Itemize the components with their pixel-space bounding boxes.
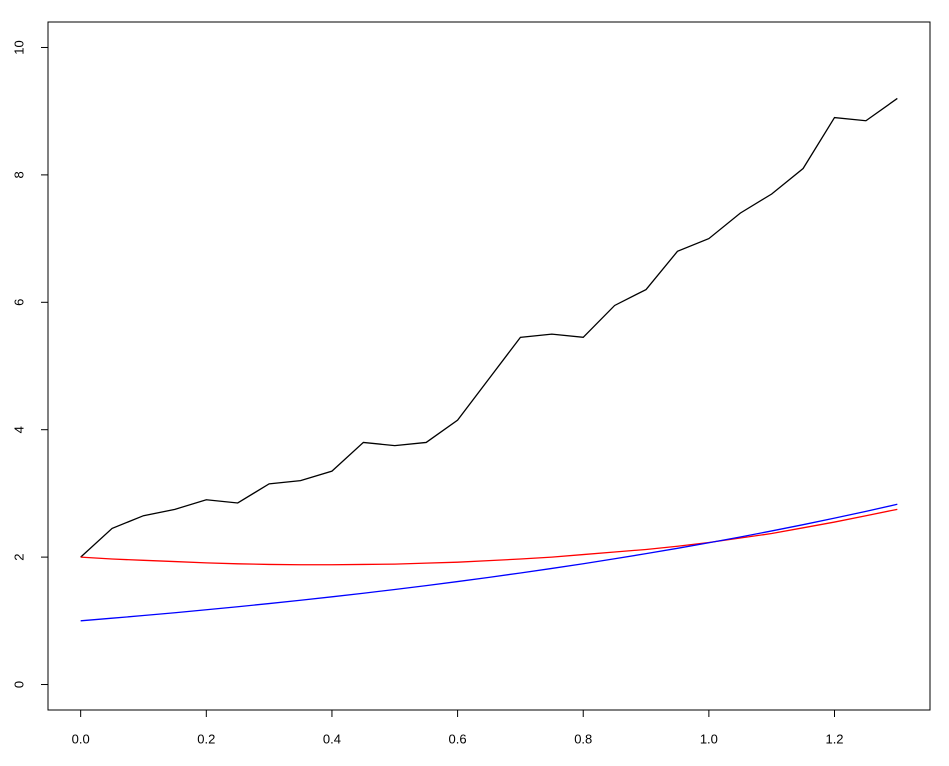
x-tick-label: 0.8 xyxy=(574,731,592,746)
series-line xyxy=(80,503,898,622)
x-tick-label: 0.6 xyxy=(449,731,467,746)
y-tick-label: 4 xyxy=(11,426,26,433)
series-line xyxy=(80,508,898,566)
y-tick-label: 10 xyxy=(11,40,26,54)
x-tick-label: 1.0 xyxy=(700,731,718,746)
x-tick-label: 0.0 xyxy=(72,731,90,746)
y-tick-label: 6 xyxy=(11,299,26,306)
x-tick-label: 0.4 xyxy=(323,731,341,746)
x-tick-label: 1.2 xyxy=(825,731,843,746)
y-tick-label: 8 xyxy=(11,171,26,178)
y-tick-label: 2 xyxy=(11,553,26,560)
plot-frame xyxy=(47,21,931,711)
x-tick-label: 0.2 xyxy=(197,731,215,746)
y-tick-label: 0 xyxy=(11,681,26,688)
series-line xyxy=(80,97,898,558)
